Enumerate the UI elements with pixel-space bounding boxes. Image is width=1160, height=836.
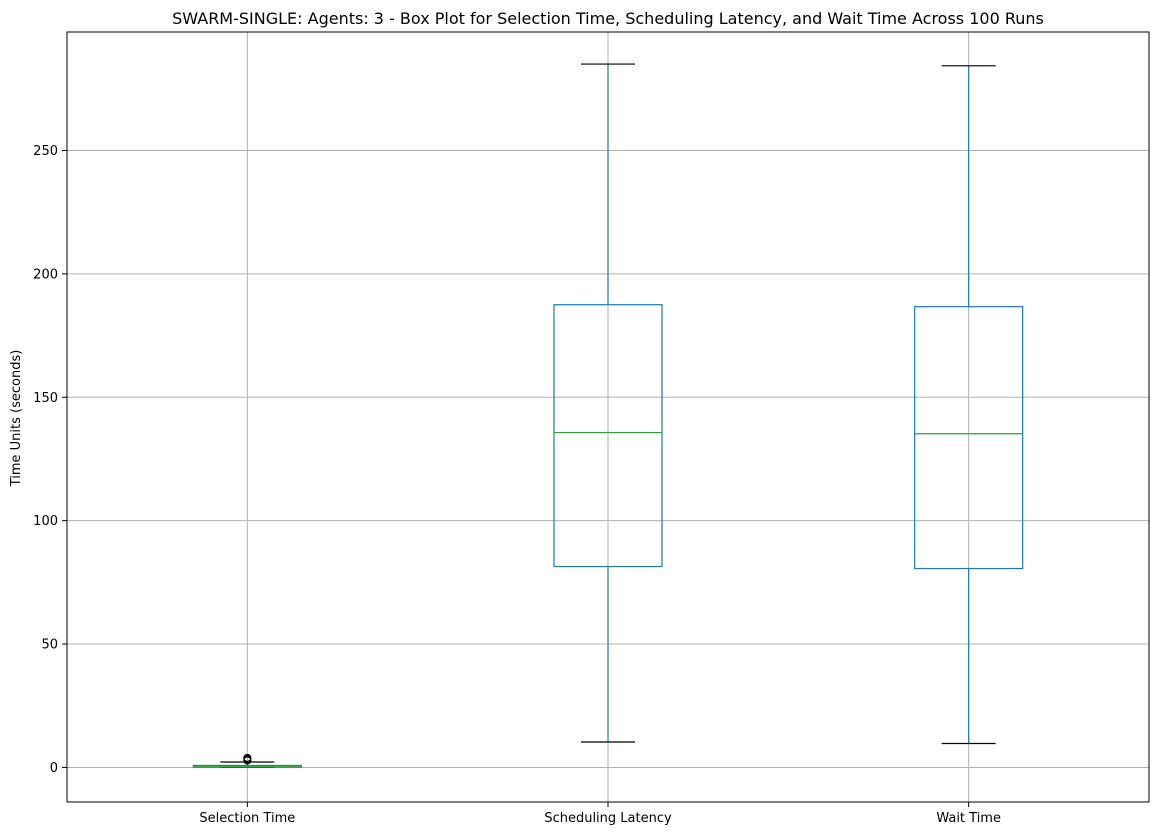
chart-title: SWARM-SINGLE: Agents: 3 - Box Plot for S… bbox=[172, 9, 1044, 28]
axes: 0 50 100 150 200 250 Selection Time Scheduling … bbox=[33, 144, 1001, 826]
y-axis-label: Time Units (seconds) bbox=[9, 350, 24, 488]
y-tick-label: 150 bbox=[33, 391, 58, 406]
box-iqr bbox=[553, 304, 663, 568]
y-tick-label: 250 bbox=[33, 144, 58, 159]
plot-frame bbox=[66, 31, 1150, 803]
y-tick-label: 0 bbox=[50, 761, 58, 776]
box-iqr bbox=[914, 306, 1024, 570]
outlier-point bbox=[243, 753, 252, 762]
x-tick-label: Selection Time bbox=[199, 811, 295, 826]
box-group bbox=[192, 753, 302, 769]
y-tick-label: 100 bbox=[33, 514, 58, 529]
y-tick-label: 200 bbox=[33, 267, 58, 282]
boxes bbox=[192, 63, 1024, 769]
x-tick-label: Scheduling Latency bbox=[544, 811, 672, 826]
box-group bbox=[914, 65, 1024, 745]
box-group bbox=[553, 63, 663, 743]
y-tick-label: 50 bbox=[41, 638, 58, 653]
x-tick-label: Wait Time bbox=[936, 811, 1001, 826]
